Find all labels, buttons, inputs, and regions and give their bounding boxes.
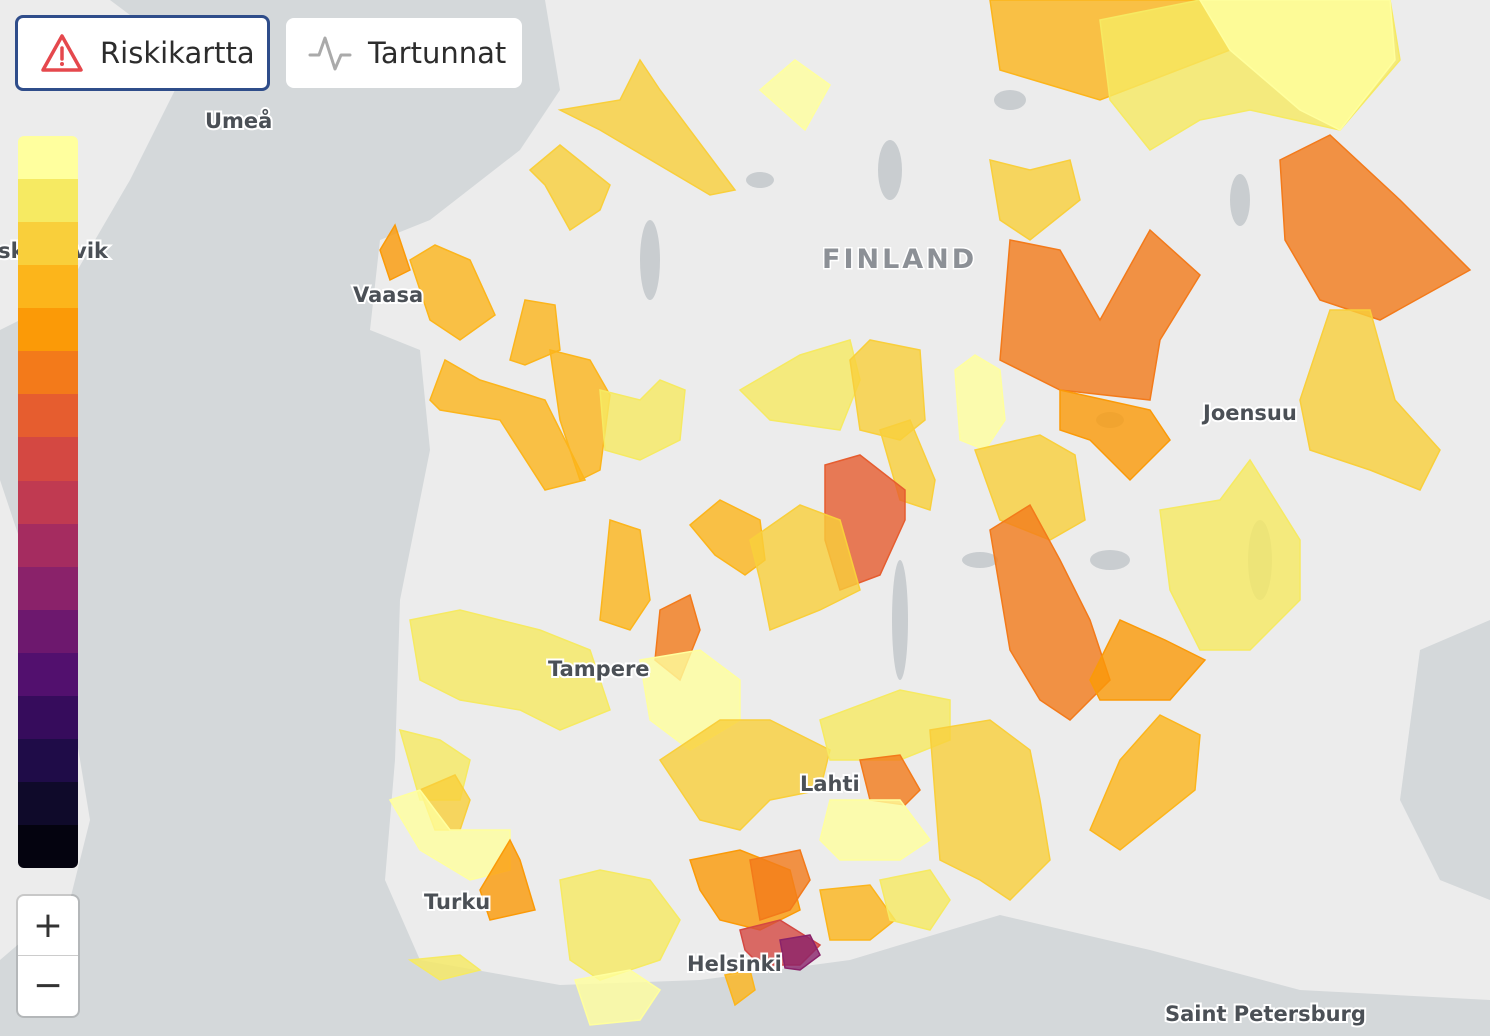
risk-region [1299, 309, 1441, 491]
risk-region [1059, 389, 1171, 482]
lake [1090, 550, 1130, 570]
risk-region [1089, 619, 1207, 701]
legend-swatch [18, 308, 78, 352]
lake [994, 90, 1026, 110]
risk-region [379, 223, 411, 282]
risk-region [528, 144, 611, 232]
warning-icon [41, 34, 83, 72]
risk-region [479, 838, 536, 921]
button-label: Tartunnat [368, 36, 507, 70]
risk-region [574, 969, 662, 1026]
legend-swatch [18, 265, 78, 309]
risk-region [974, 434, 1086, 541]
risk-region [989, 158, 1081, 241]
risk-region [409, 244, 496, 341]
button-label: Riskikartta [100, 36, 255, 70]
zoom-out[interactable]: − [18, 955, 78, 1015]
risk-region [409, 609, 611, 731]
risk-region [407, 954, 482, 981]
city-label: Tampere [548, 657, 650, 681]
risk-region [819, 689, 951, 761]
risk-region [1089, 714, 1201, 851]
risk-region [599, 379, 686, 461]
city-label: Lahti [800, 772, 860, 796]
lake [1400, 620, 1490, 900]
legend-swatch [18, 695, 78, 739]
legend-swatch [18, 825, 78, 868]
risk-region [429, 358, 587, 491]
legend-swatch [18, 394, 78, 438]
risk-region [999, 228, 1201, 401]
color-legend [18, 136, 78, 868]
zoom-control: + − [18, 896, 78, 1016]
risk-region [849, 339, 926, 441]
city-label: Joensuu [1201, 401, 1297, 425]
risk-region [559, 869, 681, 981]
legend-swatch [18, 781, 78, 825]
risk-region [1199, 0, 1396, 131]
legend-swatch [18, 222, 78, 266]
risk-region [1279, 134, 1472, 321]
lake [892, 560, 908, 680]
risk-region [509, 299, 561, 366]
city-label: Vaasa [353, 283, 423, 307]
legend-swatch [18, 523, 78, 567]
risk-region [819, 799, 932, 861]
risk-region [749, 504, 861, 632]
legend-swatch [18, 437, 78, 481]
infections-button[interactable]: Tartunnat [286, 18, 522, 88]
risk-region [859, 754, 921, 806]
risk-region [724, 969, 756, 1007]
lake [1230, 174, 1250, 226]
risk-map-button[interactable]: Riskikartta [15, 15, 270, 91]
country-label: FINLAND [822, 244, 977, 275]
lake [640, 220, 660, 300]
city-label: Turku [424, 890, 490, 914]
risk-region [658, 719, 831, 831]
legend-swatch [18, 738, 78, 782]
zoom-in[interactable]: + [32, 905, 64, 946]
risk-region [954, 354, 1006, 451]
legend-swatch [18, 480, 78, 524]
lake [746, 172, 774, 188]
city-label: Umeå [205, 108, 272, 133]
lake [878, 140, 902, 200]
risk-region [557, 58, 737, 196]
risk-region [879, 869, 951, 931]
risk-region [1159, 458, 1301, 651]
risk-region [819, 884, 897, 941]
risk-region [549, 349, 611, 482]
risk-regions [379, 0, 1472, 1026]
legend-swatch [18, 609, 78, 653]
risk-region [749, 849, 811, 921]
legend-swatch [18, 351, 78, 395]
pulse-icon [308, 36, 352, 71]
legend-swatch [18, 566, 78, 610]
lake [962, 552, 998, 568]
risk-region [599, 518, 651, 631]
risk-region [738, 339, 861, 431]
risk-region [758, 59, 831, 132]
city-label: Saint Petersburg [1165, 1002, 1366, 1026]
risk-region [929, 719, 1051, 901]
city-label: Helsinki [687, 952, 782, 976]
risk-region [779, 934, 821, 971]
legend-swatch [18, 136, 78, 180]
legend-swatch [18, 179, 78, 223]
legend-swatch [18, 652, 78, 696]
